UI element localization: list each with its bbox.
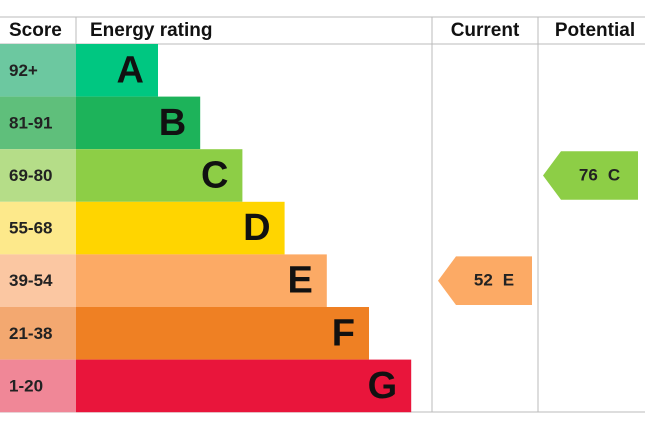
score-cell [0, 359, 76, 413]
rating-bar [76, 359, 412, 413]
rating-letter: C [201, 155, 228, 197]
score-cell [0, 44, 76, 97]
score-cell [0, 307, 76, 360]
potential-arrow [543, 151, 638, 200]
potential-label: 76 C [579, 166, 620, 185]
current-label: 52 E [474, 271, 514, 290]
score-cell [0, 254, 76, 307]
score-cell [0, 201, 76, 255]
header-potential: Potential [555, 20, 635, 41]
score-label: 92+ [9, 61, 38, 80]
rating-bar [76, 201, 285, 255]
header-rating: Energy rating [90, 20, 212, 41]
rating-letter: A [117, 49, 144, 91]
rating-letter: B [159, 102, 186, 144]
rating-letter: F [332, 312, 355, 354]
current-arrow [438, 256, 532, 305]
rating-bar [76, 307, 369, 360]
rating-bar [76, 96, 201, 150]
score-label: 55-68 [9, 219, 52, 238]
rating-letter: G [368, 365, 398, 407]
rating-bar [76, 44, 158, 97]
score-cell [0, 96, 76, 150]
rating-value: C [608, 166, 620, 185]
rating-letter: D [243, 207, 270, 249]
score-value: 52 [474, 271, 493, 290]
header-current: Current [451, 20, 520, 41]
score-label: 69-80 [9, 166, 52, 185]
rating-bar [76, 254, 327, 307]
score-label: 81-91 [9, 113, 52, 132]
score-value: 76 [579, 166, 598, 185]
score-cell [0, 149, 76, 202]
rating-bar [76, 149, 243, 202]
rating-letter: E [287, 260, 312, 302]
score-label: 21-38 [9, 324, 52, 343]
rating-value: E [503, 271, 514, 290]
header-score: Score [9, 20, 62, 41]
score-label: 1-20 [9, 376, 43, 395]
score-label: 39-54 [9, 271, 53, 290]
